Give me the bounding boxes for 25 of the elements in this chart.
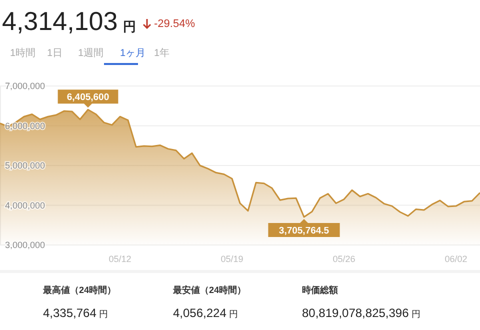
x-tick-label: 06/02 — [444, 254, 468, 264]
text: 最高値（24時間） — [42, 285, 116, 295]
text: 時価総額 — [302, 285, 338, 295]
chart-title: 4,314,103 — [2, 6, 118, 36]
x-tick-label: 05/26 — [332, 254, 356, 264]
chart-subtitle: -29.54% — [154, 18, 196, 30]
y-tick-label: 4,000,000 — [5, 200, 46, 210]
annotation: 3,705,764.5 — [278, 225, 330, 236]
text: 1ヶ月 — [120, 48, 146, 59]
text: 4,056,224 円 — [173, 306, 238, 320]
y-tick-label: 6,000,000 — [5, 120, 46, 131]
text: 1年 — [154, 47, 170, 59]
text: 1週間 — [78, 48, 104, 59]
x-tick-label: 05/12 — [108, 254, 132, 264]
text: 1日 — [47, 48, 63, 59]
annotation: 6,405,600 — [66, 92, 110, 104]
text: 4,335,764 円 — [43, 306, 108, 320]
text: 最安値（24時間） — [172, 285, 246, 295]
text: 1時間 — [10, 47, 36, 59]
x-tick-label: 05/19 — [220, 254, 244, 264]
y-tick-label: 3,000,000 — [5, 240, 46, 250]
y-tick-label: 5,000,000 — [5, 160, 46, 170]
text: 円 — [123, 19, 136, 34]
y-tick-label: 7,000,000 — [5, 81, 46, 91]
text: 80,819,078,825,396 円 — [302, 306, 420, 320]
